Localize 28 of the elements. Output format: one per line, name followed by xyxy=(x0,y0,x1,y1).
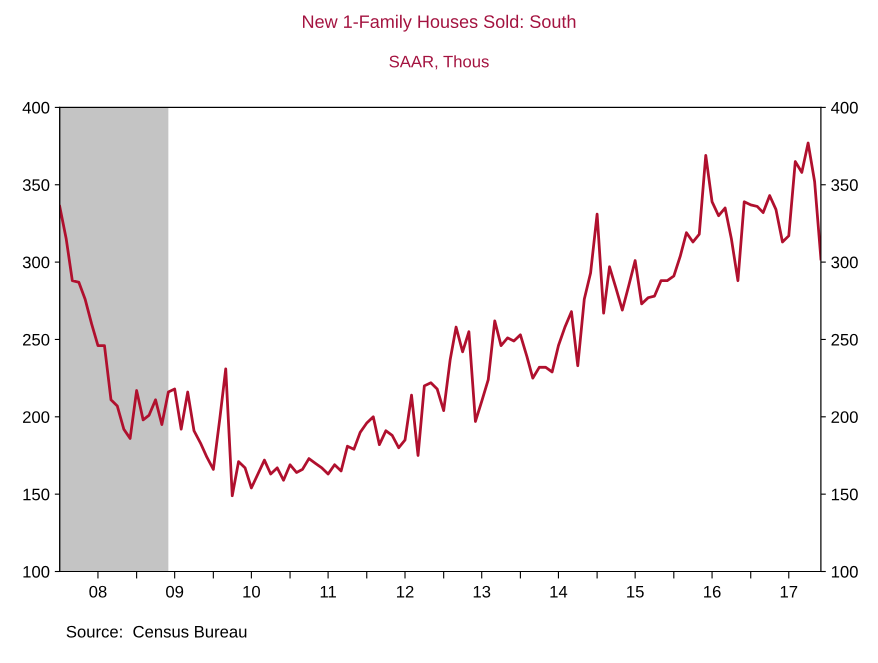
y2-tick-label: 400 xyxy=(831,102,858,114)
x-tick-label: 15 xyxy=(627,586,644,598)
x-tick-label: 10 xyxy=(243,586,260,598)
x-tick-label: 09 xyxy=(166,586,184,598)
x-tick-label: 11 xyxy=(320,586,336,598)
y-tick-label: 400 xyxy=(22,102,50,114)
y2-tick-label: 100 xyxy=(832,566,858,578)
y-tick-label: 300 xyxy=(22,256,50,268)
x-tick-label: 08 xyxy=(89,586,106,598)
y2-tick-label: 250 xyxy=(831,334,858,346)
chart-subtitle: SAAR, Thous xyxy=(389,55,489,70)
y2-tick-label: 150 xyxy=(832,488,858,500)
y-tick-label: 150 xyxy=(23,488,50,500)
y2-tick-label: 200 xyxy=(831,411,858,424)
chart-title: New 1-Family Houses Sold: South xyxy=(303,14,576,32)
y-tick-label: 200 xyxy=(23,411,50,424)
y-tick-label: 250 xyxy=(23,334,50,346)
y-tick-label: 350 xyxy=(22,179,50,191)
line-series xyxy=(60,142,821,498)
x-tick-label: 16 xyxy=(704,586,721,598)
x-tick-label: 13 xyxy=(474,586,490,598)
source-note: Source: Census Bureau xyxy=(66,626,246,638)
y-tick-label: 100 xyxy=(23,566,50,578)
x-tick-label: 17 xyxy=(780,586,798,598)
y2-tick-label: 300 xyxy=(831,256,858,268)
x-tick-label: 12 xyxy=(397,586,414,598)
y2-tick-label: 350 xyxy=(831,179,858,191)
x-tick-label: 14 xyxy=(550,586,568,598)
